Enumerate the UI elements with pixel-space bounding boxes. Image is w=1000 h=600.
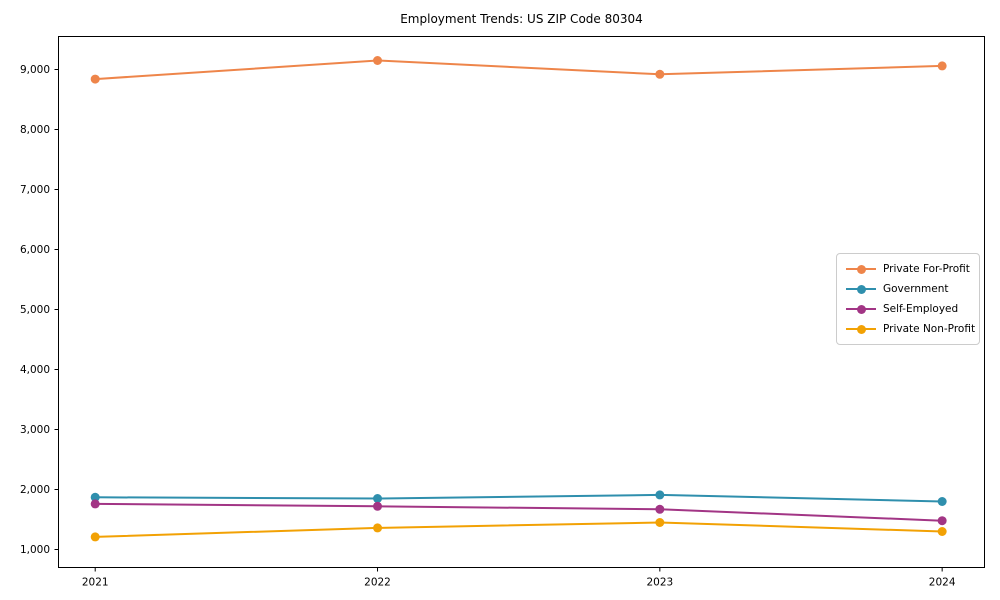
legend-item-government: Government <box>846 281 971 297</box>
y-axis-tick-label: 1,000 <box>20 544 50 556</box>
data-point-self-employed <box>90 499 100 509</box>
y-axis-tick-label: 3,000 <box>20 424 50 436</box>
series-line-government <box>95 493 943 503</box>
legend-label: Government <box>883 283 949 295</box>
legend-marker-icon <box>846 284 876 294</box>
legend-item-private-non-profit: Private Non-Profit <box>846 321 975 337</box>
data-point-private-for-profit <box>373 56 383 65</box>
data-point-self-employed <box>655 504 665 514</box>
legend-marker-icon <box>846 304 876 314</box>
y-axis-tick-label: 8,000 <box>20 124 50 136</box>
data-point-private-non-profit <box>373 523 383 533</box>
legend-label: Self-Employed <box>883 303 959 315</box>
data-point-private-for-profit <box>90 74 100 84</box>
data-point-government <box>90 492 100 502</box>
x-axis-tick-label: 2023 <box>646 577 673 589</box>
x-axis-tick-label: 2021 <box>82 577 109 589</box>
data-point-private-for-profit <box>937 61 947 71</box>
series-line-private-for-profit <box>95 59 943 81</box>
data-point-government <box>937 497 947 506</box>
x-axis-tick-label: 2022 <box>364 577 391 589</box>
data-point-private-for-profit <box>655 69 665 79</box>
data-point-self-employed <box>373 501 383 511</box>
legend-label: Private Non-Profit <box>883 323 976 335</box>
y-axis-tick-label: 4,000 <box>20 364 50 376</box>
legend-item-self-employed: Self-Employed <box>846 301 971 317</box>
data-point-private-non-profit <box>90 532 100 542</box>
chart-title: Employment Trends: US ZIP Code 80304 <box>400 12 643 26</box>
data-point-self-employed <box>937 516 947 526</box>
legend-marker-icon <box>846 264 876 274</box>
legend-marker-icon <box>846 324 876 334</box>
axes-border <box>58 36 985 568</box>
data-point-private-non-profit <box>937 527 947 536</box>
y-axis-tick-label: 9,000 <box>20 64 50 76</box>
legend-label: Private For-Profit <box>883 263 970 275</box>
data-point-private-non-profit <box>655 518 665 527</box>
data-point-government <box>373 494 383 503</box>
x-axis-tick-label: 2024 <box>929 577 956 589</box>
series-line-private-non-profit <box>95 521 943 538</box>
y-axis-tick-label: 5,000 <box>20 304 50 316</box>
legend: Private For-Profit Government Self-Employe… <box>836 253 980 345</box>
y-axis-tick-label: 2,000 <box>20 484 50 496</box>
series-line-self-employed <box>95 502 943 522</box>
y-axis-tick-label: 6,000 <box>20 244 50 256</box>
data-point-government <box>655 490 665 500</box>
y-axis-tick-label: 7,000 <box>20 184 50 196</box>
legend-item-private-for-profit: Private For-Profit <box>846 261 971 277</box>
